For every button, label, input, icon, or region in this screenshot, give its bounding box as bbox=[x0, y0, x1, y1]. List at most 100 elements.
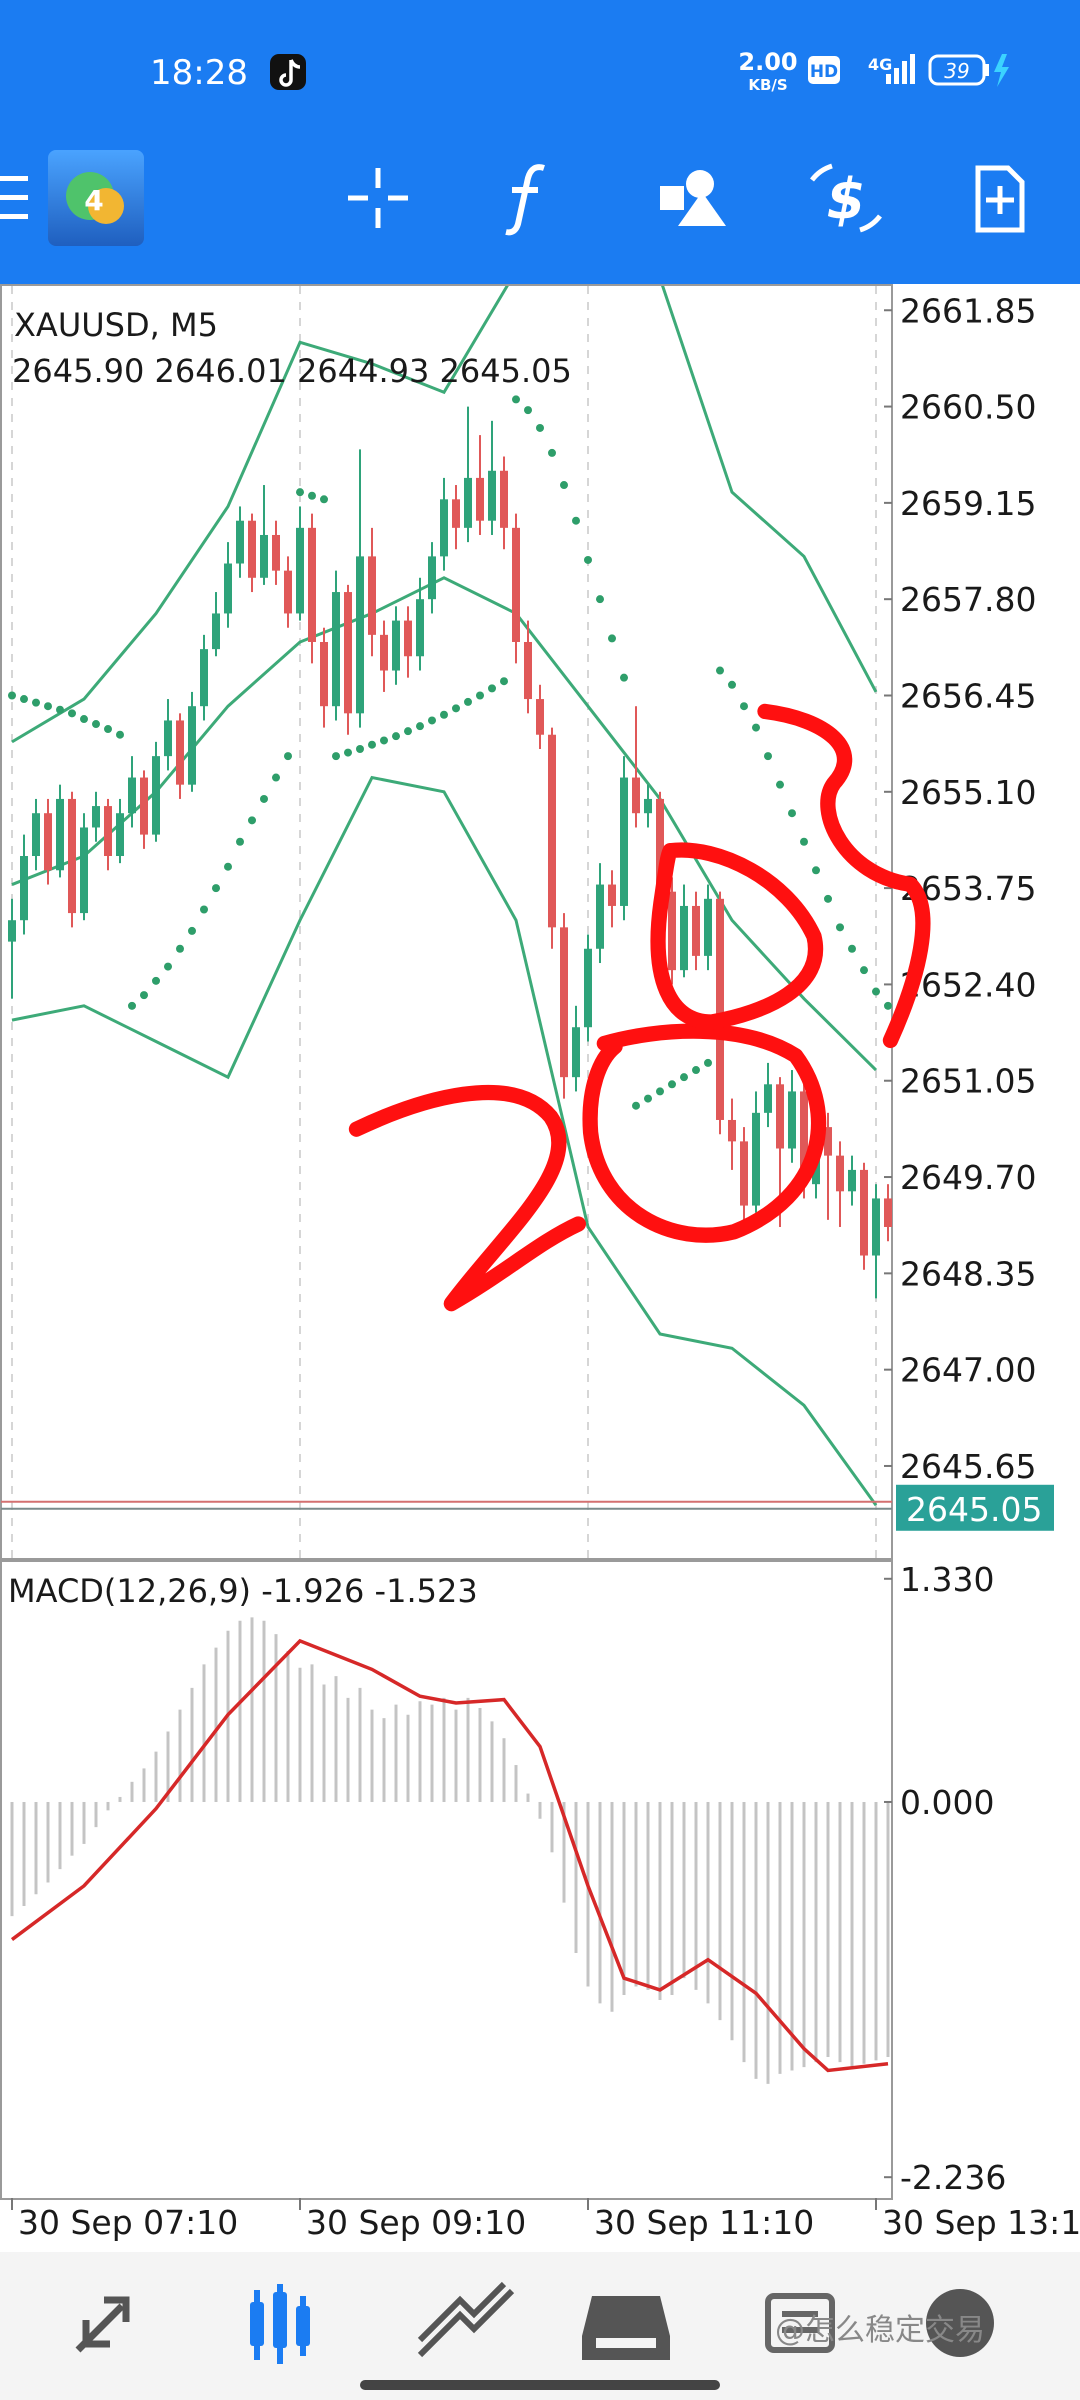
candle-body bbox=[704, 898, 712, 956]
y-tick-label: 2660.50 bbox=[900, 388, 1036, 427]
candle-body bbox=[884, 1198, 892, 1227]
candle-body bbox=[464, 477, 472, 528]
menu-button[interactable] bbox=[0, 176, 28, 219]
candle-body bbox=[404, 620, 412, 657]
sar-dot bbox=[620, 673, 628, 682]
nav-history[interactable] bbox=[582, 2296, 670, 2360]
candle-body bbox=[836, 1155, 844, 1192]
nav-quotes[interactable] bbox=[75, 2296, 130, 2353]
battery-tip bbox=[985, 64, 989, 76]
x-tick-label: 30 Sep 09:10 bbox=[306, 2203, 526, 2242]
candle-body bbox=[632, 777, 640, 814]
signal-line bbox=[10, 1638, 889, 2073]
crosshair-tool[interactable] bbox=[348, 168, 408, 228]
sar-dot bbox=[764, 752, 772, 761]
nav-chart[interactable] bbox=[250, 2284, 310, 2364]
x-tick-label: 30 Sep 07:10 bbox=[18, 2203, 238, 2242]
candle-body bbox=[524, 641, 532, 700]
sar-dot bbox=[752, 723, 760, 732]
candle-body bbox=[80, 827, 88, 914]
sar-dot bbox=[176, 944, 184, 953]
candle-body bbox=[500, 470, 508, 528]
nav-settings[interactable] bbox=[926, 2289, 994, 2357]
candle-body bbox=[164, 720, 172, 757]
sar-dot bbox=[356, 744, 364, 753]
macd-plot bbox=[10, 1617, 890, 2084]
battery bbox=[928, 54, 986, 86]
sar-dot bbox=[260, 794, 268, 803]
sar-dot bbox=[872, 987, 880, 996]
sar-dot bbox=[536, 423, 544, 432]
sar-dot bbox=[320, 495, 328, 504]
battery-level: 39 bbox=[944, 59, 969, 83]
sar-dot bbox=[200, 905, 208, 914]
status-time: 18:28 bbox=[150, 53, 248, 93]
candle-body bbox=[56, 798, 64, 871]
price-plot bbox=[1, 286, 892, 1558]
sar-dot bbox=[248, 816, 256, 825]
home-indicator bbox=[360, 2380, 720, 2390]
candle-body bbox=[128, 777, 136, 814]
candle-body bbox=[296, 527, 304, 614]
candle-body bbox=[44, 813, 52, 871]
candle-body bbox=[224, 563, 232, 614]
y-tick-label: 2647.00 bbox=[900, 1351, 1036, 1390]
sar-dot bbox=[644, 1094, 652, 1103]
sar-dot bbox=[488, 684, 496, 693]
sar-dot bbox=[884, 1001, 892, 1010]
bollinger-upper bbox=[11, 286, 878, 744]
watermark: @怎么稳定交易 bbox=[775, 2313, 985, 2348]
candle-body bbox=[656, 798, 664, 892]
candle-body bbox=[728, 1119, 736, 1142]
signal-icon bbox=[886, 54, 915, 84]
sar-dot bbox=[20, 695, 28, 704]
candle-body bbox=[200, 649, 208, 707]
x-tick-label: 30 Sep 13:1 bbox=[882, 2203, 1080, 2242]
candle-body bbox=[584, 948, 592, 1028]
sar-dot bbox=[716, 666, 724, 675]
sar-dot bbox=[812, 866, 820, 875]
sar-dot bbox=[296, 488, 304, 497]
trade-tool[interactable]: $ bbox=[810, 163, 882, 233]
sar-dot bbox=[548, 448, 556, 457]
sar-dot bbox=[392, 732, 400, 741]
sar-dot bbox=[212, 884, 220, 893]
new-order-tool[interactable] bbox=[975, 165, 1025, 233]
y-tick-label: 2649.70 bbox=[900, 1158, 1036, 1197]
sar-dot bbox=[416, 722, 424, 731]
candle-body bbox=[488, 470, 496, 521]
y-tick-label: 2656.45 bbox=[900, 676, 1036, 715]
sar-dot bbox=[164, 962, 172, 971]
sar-dot bbox=[500, 677, 508, 686]
nav-trade[interactable] bbox=[417, 2281, 515, 2358]
candle-body bbox=[320, 641, 328, 707]
nav-messages[interactable] bbox=[765, 2293, 835, 2353]
sar-dot bbox=[572, 516, 580, 525]
candle-body bbox=[680, 905, 688, 971]
sar-dot bbox=[704, 1058, 712, 1067]
candle-body bbox=[824, 1127, 832, 1156]
candle-body bbox=[20, 856, 28, 921]
candle-body bbox=[140, 777, 148, 835]
charging-icon bbox=[994, 54, 1009, 87]
candle-body bbox=[716, 898, 724, 1120]
sar-dot bbox=[584, 555, 592, 564]
objects-tool[interactable] bbox=[660, 170, 726, 226]
sar-dot bbox=[608, 634, 616, 643]
mt4-logo[interactable]: 4 bbox=[48, 150, 144, 246]
sar-dot bbox=[464, 697, 472, 706]
candle-body bbox=[248, 520, 256, 578]
y-tick-label: -2.236 bbox=[900, 2158, 1006, 2197]
candle-body bbox=[104, 806, 112, 857]
candle-body bbox=[644, 798, 652, 814]
net-speed: 2.00 bbox=[738, 48, 797, 76]
candle-body bbox=[332, 592, 340, 707]
indicators-tool[interactable] bbox=[505, 164, 545, 236]
sar-dot bbox=[80, 715, 88, 724]
candle-body bbox=[92, 806, 100, 828]
ohlc-label: 2645.90 2646.01 2644.93 2645.05 bbox=[12, 352, 572, 390]
sar-dot bbox=[656, 1087, 664, 1096]
sar-dot bbox=[476, 691, 484, 700]
net-speed-unit: KB/S bbox=[748, 76, 787, 94]
